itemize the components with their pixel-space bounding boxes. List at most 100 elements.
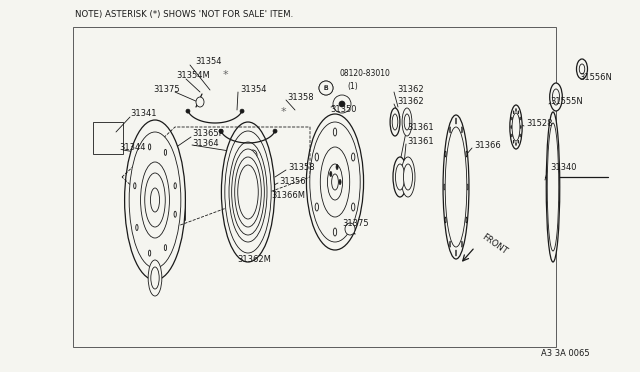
- Text: 31556N: 31556N: [579, 73, 612, 81]
- Ellipse shape: [513, 140, 514, 143]
- Ellipse shape: [186, 109, 190, 113]
- Text: 31366M: 31366M: [271, 190, 305, 199]
- Ellipse shape: [225, 131, 271, 253]
- Ellipse shape: [401, 157, 415, 197]
- Ellipse shape: [445, 127, 467, 247]
- Ellipse shape: [339, 101, 345, 107]
- Ellipse shape: [249, 150, 257, 160]
- Text: 31354: 31354: [195, 57, 221, 65]
- Ellipse shape: [319, 81, 333, 95]
- Ellipse shape: [150, 188, 159, 212]
- Ellipse shape: [445, 217, 446, 223]
- Ellipse shape: [136, 224, 138, 231]
- Ellipse shape: [339, 180, 341, 185]
- Ellipse shape: [444, 184, 445, 190]
- Ellipse shape: [510, 105, 522, 149]
- Ellipse shape: [307, 114, 364, 250]
- Ellipse shape: [393, 157, 407, 197]
- Ellipse shape: [315, 153, 319, 161]
- Ellipse shape: [461, 241, 463, 247]
- Text: 31354M: 31354M: [176, 71, 210, 80]
- Ellipse shape: [512, 113, 520, 141]
- Ellipse shape: [552, 89, 559, 105]
- Text: 31362: 31362: [397, 84, 424, 93]
- Text: 31365P: 31365P: [192, 129, 224, 138]
- Ellipse shape: [547, 112, 560, 262]
- Text: 31358: 31358: [288, 164, 315, 173]
- Ellipse shape: [332, 174, 339, 190]
- Ellipse shape: [333, 128, 337, 136]
- Text: 31356: 31356: [279, 176, 306, 186]
- Ellipse shape: [333, 228, 337, 236]
- Ellipse shape: [320, 147, 349, 217]
- Ellipse shape: [351, 203, 355, 211]
- Text: NOTE) ASTERISK (*) SHOWS 'NOT FOR SALE' ITEM.: NOTE) ASTERISK (*) SHOWS 'NOT FOR SALE' …: [75, 10, 293, 19]
- Ellipse shape: [392, 114, 398, 130]
- Ellipse shape: [511, 117, 512, 120]
- Ellipse shape: [511, 134, 512, 137]
- Ellipse shape: [148, 144, 151, 150]
- Ellipse shape: [345, 223, 355, 235]
- Ellipse shape: [174, 211, 177, 217]
- Text: 31361: 31361: [407, 137, 434, 145]
- Ellipse shape: [404, 114, 410, 130]
- Text: B: B: [324, 86, 328, 90]
- Text: 31555N: 31555N: [550, 96, 583, 106]
- Text: *: *: [280, 107, 286, 117]
- Ellipse shape: [229, 142, 267, 242]
- Ellipse shape: [232, 149, 264, 235]
- Text: 31362M: 31362M: [237, 256, 271, 264]
- Ellipse shape: [390, 108, 400, 136]
- Ellipse shape: [330, 171, 332, 176]
- Ellipse shape: [319, 81, 333, 95]
- Ellipse shape: [449, 127, 451, 133]
- Ellipse shape: [550, 83, 563, 111]
- Text: 31361: 31361: [407, 124, 434, 132]
- Ellipse shape: [240, 109, 244, 113]
- Ellipse shape: [174, 183, 177, 189]
- Ellipse shape: [513, 111, 514, 114]
- Ellipse shape: [221, 122, 275, 262]
- Ellipse shape: [310, 122, 360, 242]
- Ellipse shape: [467, 184, 468, 190]
- Text: 31362: 31362: [397, 97, 424, 106]
- Ellipse shape: [164, 150, 166, 155]
- Ellipse shape: [235, 157, 261, 227]
- Text: 31366: 31366: [474, 141, 500, 151]
- Bar: [73, 27, 556, 347]
- Text: 31358: 31358: [287, 93, 314, 102]
- Ellipse shape: [449, 241, 451, 247]
- Ellipse shape: [466, 217, 467, 223]
- Ellipse shape: [273, 129, 277, 133]
- Ellipse shape: [151, 267, 159, 289]
- Ellipse shape: [148, 250, 151, 256]
- Text: 08120-83010: 08120-83010: [340, 70, 391, 78]
- Text: 31375: 31375: [153, 86, 180, 94]
- Ellipse shape: [328, 164, 342, 200]
- Text: 31341: 31341: [130, 109, 157, 119]
- Text: 31350: 31350: [330, 106, 356, 115]
- Ellipse shape: [336, 164, 338, 170]
- Text: 31364: 31364: [192, 140, 219, 148]
- Text: 31344: 31344: [119, 142, 145, 151]
- Text: FRONT: FRONT: [480, 232, 509, 256]
- Ellipse shape: [333, 95, 351, 113]
- Ellipse shape: [134, 183, 136, 189]
- Ellipse shape: [402, 108, 412, 136]
- Ellipse shape: [403, 164, 413, 190]
- Ellipse shape: [518, 140, 519, 143]
- Ellipse shape: [148, 260, 162, 296]
- Ellipse shape: [145, 173, 165, 227]
- Ellipse shape: [164, 245, 166, 251]
- Ellipse shape: [237, 165, 259, 219]
- Ellipse shape: [125, 120, 186, 280]
- Text: 31528: 31528: [526, 119, 552, 128]
- Ellipse shape: [577, 59, 588, 79]
- Ellipse shape: [351, 153, 355, 161]
- Ellipse shape: [129, 132, 181, 268]
- Ellipse shape: [520, 125, 521, 128]
- Ellipse shape: [445, 151, 446, 157]
- Ellipse shape: [443, 115, 469, 259]
- Ellipse shape: [579, 64, 585, 74]
- Text: (1): (1): [347, 83, 358, 92]
